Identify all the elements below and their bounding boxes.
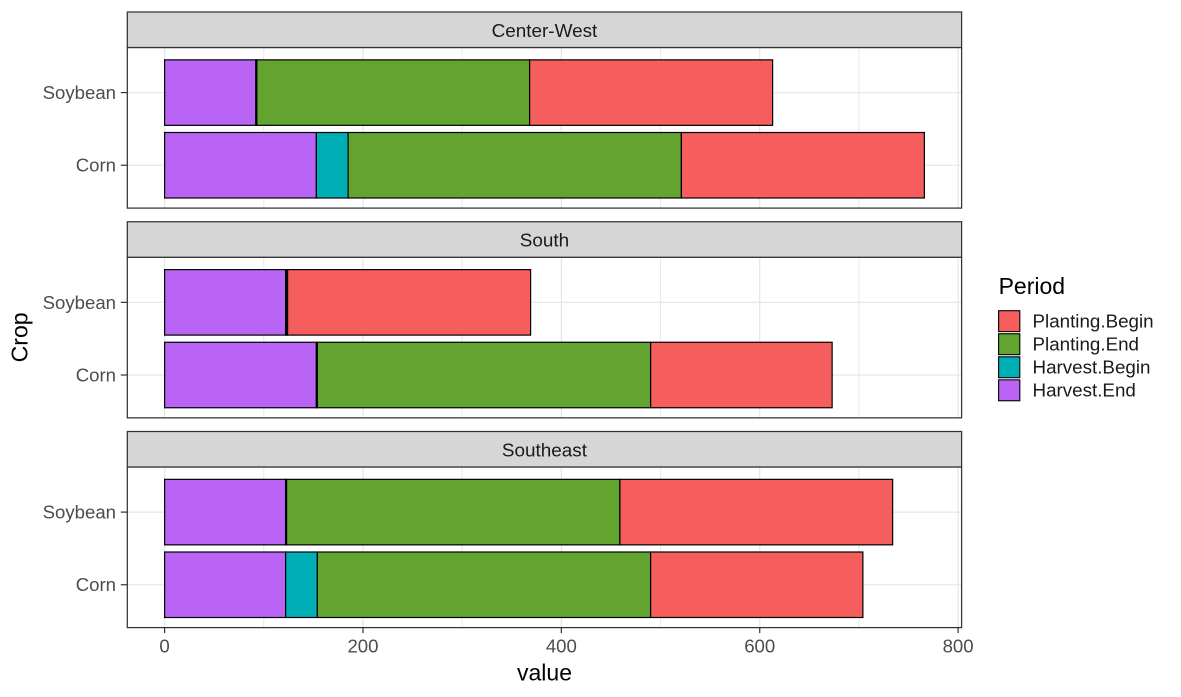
- legend-key-swatch[interactable]: [998, 310, 1021, 333]
- legend-label: Harvest.Begin: [1033, 357, 1151, 378]
- legend-key-swatch[interactable]: [998, 333, 1021, 356]
- bar-segment-harvest-begin[interactable]: [315, 131, 349, 199]
- bar-center-west-corn: [164, 131, 925, 199]
- legend-entry-planting-end: Planting.End: [998, 333, 1140, 356]
- y-tick-label-corn: Corn: [76, 574, 116, 595]
- bar-south-corn: [164, 341, 833, 409]
- bar-segment-planting-begin[interactable]: [286, 269, 532, 336]
- axis-titles: value Crop: [7, 312, 572, 685]
- bar-segment-planting-end[interactable]: [286, 478, 621, 546]
- y-tick-label-soybean: Soybean: [43, 82, 116, 103]
- facet-strip-label: Center-West: [492, 21, 598, 42]
- y-tick-label-corn: Corn: [76, 364, 116, 385]
- bar-segment-planting-begin[interactable]: [650, 341, 833, 409]
- legend-key-swatch[interactable]: [998, 356, 1021, 379]
- bar-segment-planting-begin[interactable]: [529, 59, 774, 126]
- bar-segment-harvest-end[interactable]: [164, 131, 317, 199]
- facet-strip-label: Southeast: [502, 440, 588, 461]
- bar-segment-planting-end[interactable]: [316, 341, 652, 409]
- bar-segment-planting-end[interactable]: [347, 131, 682, 199]
- legend-key-swatch[interactable]: [998, 379, 1021, 402]
- bar-southeast-corn: [164, 551, 864, 619]
- legend-entry-harvest-end: Harvest.End: [998, 379, 1136, 402]
- bar-segment-planting-end[interactable]: [316, 551, 652, 619]
- facet-strip: [126, 11, 963, 49]
- bar-segment-planting-end[interactable]: [256, 59, 531, 126]
- x-tick-label-800: 800: [943, 636, 974, 657]
- legend: PeriodPlanting.BeginPlanting.EndHarvest.…: [998, 273, 1154, 402]
- x-tick-label-600: 600: [744, 636, 775, 657]
- bar-segment-planting-begin[interactable]: [650, 551, 864, 619]
- legend-title: Period: [999, 273, 1065, 299]
- x-axis-title: value: [517, 660, 572, 686]
- legend-label: Harvest.End: [1033, 380, 1136, 401]
- y-tick-label-soybean: Soybean: [43, 292, 116, 313]
- bar-segment-planting-begin[interactable]: [619, 478, 894, 546]
- bar-segment-planting-begin[interactable]: [680, 131, 925, 199]
- facet-panels: Center-West South Southeast: [126, 11, 963, 629]
- legend-entry-planting-begin: Planting.Begin: [998, 310, 1154, 333]
- legend-entry-harvest-begin: Harvest.Begin: [998, 356, 1151, 379]
- legend-label: Planting.Begin: [1033, 311, 1154, 332]
- y-tick-label-soybean: Soybean: [43, 502, 116, 523]
- bar-center-west-soybean: [164, 59, 774, 126]
- facet-southeast: Southeast: [126, 430, 963, 629]
- bar-segment-harvest-end[interactable]: [164, 551, 287, 619]
- bar-segment-harvest-end[interactable]: [164, 269, 287, 336]
- facet-strip: [126, 430, 963, 468]
- y-axis-title: Crop: [7, 312, 33, 362]
- bar-southeast-soybean: [164, 478, 894, 546]
- x-tick-label-200: 200: [347, 636, 378, 657]
- legend-label: Planting.End: [1033, 334, 1140, 355]
- x-axis: 0 200 400 600 800: [159, 627, 974, 657]
- facet-south: South: [126, 221, 963, 419]
- y-tick-label-corn: Corn: [76, 155, 116, 176]
- facet-strip-label: South: [520, 231, 569, 252]
- bar-segment-harvest-end[interactable]: [164, 59, 257, 126]
- facet-strip: [126, 221, 963, 258]
- bar-segment-harvest-begin[interactable]: [285, 551, 318, 619]
- bar-south-soybean: [164, 269, 532, 336]
- x-tick-label-400: 400: [546, 636, 577, 657]
- bar-segment-harvest-end[interactable]: [164, 478, 287, 546]
- facet-center-west: Center-West: [126, 11, 963, 209]
- y-axis: Soybean Corn Soybean Corn Soybean Corn: [43, 82, 128, 595]
- x-tick-label-0: 0: [159, 636, 169, 657]
- bar-segment-harvest-end[interactable]: [164, 341, 317, 409]
